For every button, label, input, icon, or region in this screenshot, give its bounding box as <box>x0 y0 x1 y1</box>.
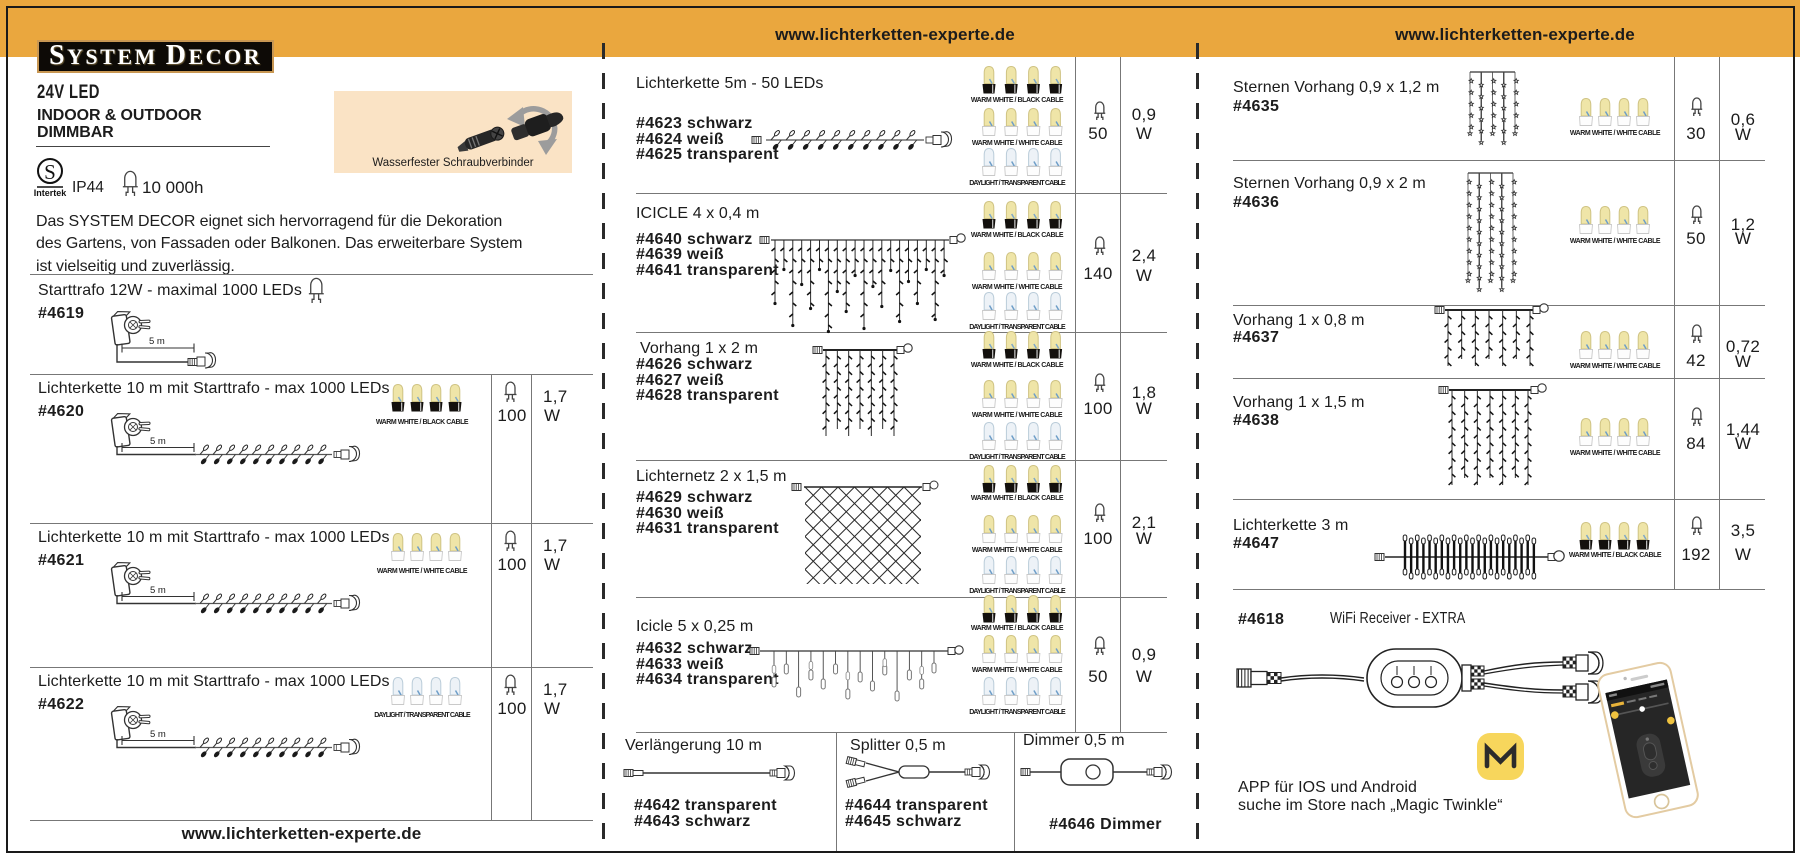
svg-text:Intertek: Intertek <box>34 188 68 198</box>
svg-text:S: S <box>44 160 56 184</box>
